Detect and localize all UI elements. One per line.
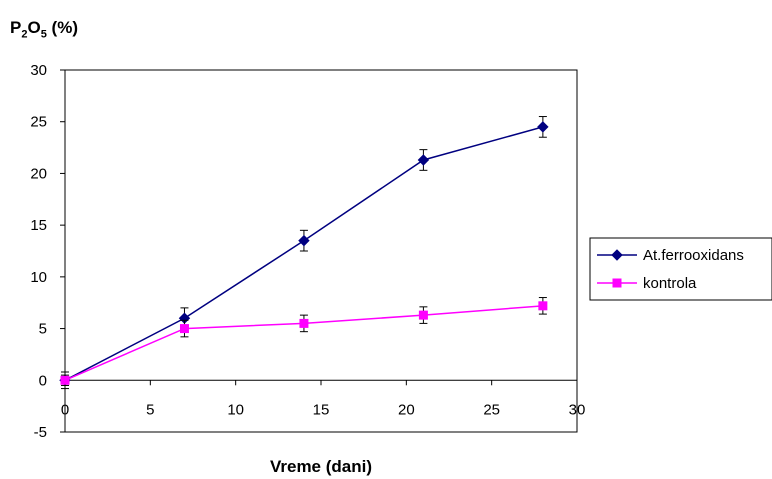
data-point: [418, 310, 428, 320]
x-tick-label: 20: [398, 401, 415, 418]
series-2: [60, 297, 548, 386]
x-tick-label: 15: [313, 401, 330, 418]
y-tick-label: 15: [30, 217, 47, 234]
data-point: [417, 154, 430, 166]
legend-box: [589, 237, 772, 301]
plot-area: [64, 69, 578, 433]
x-axis-label: Vreme (dani): [270, 457, 372, 476]
y-tick-label: 20: [30, 165, 47, 182]
y-tick-label: 5: [39, 321, 47, 338]
data-point: [537, 121, 549, 133]
legend-label: kontrola: [643, 275, 697, 292]
x-tick-label: 30: [569, 401, 586, 418]
y-tick-label: 0: [39, 372, 47, 389]
x-tick-label: 0: [61, 401, 69, 418]
x-tick-label: 25: [483, 401, 500, 418]
data-point: [538, 301, 548, 311]
x-tick-label: 5: [146, 401, 154, 418]
series-layer: [59, 116, 549, 390]
data-point: [299, 318, 309, 328]
data-point: [60, 375, 70, 385]
y-tick-label: 30: [30, 62, 47, 79]
legend: At.ferrooxidans kontrola: [589, 237, 772, 301]
y-ticks: -5 0 5 10 15 20 25 30: [30, 62, 65, 441]
legend-marker: [611, 249, 623, 261]
y-tick-label: 10: [30, 269, 47, 286]
data-point: [179, 324, 189, 334]
x-ticks: 0 5 10 15 20 25 30: [61, 380, 586, 418]
y-axis-label: P2O5 (%): [10, 18, 78, 41]
y-tick-label: 25: [30, 114, 47, 131]
legend-label: At.ferrooxidans: [643, 247, 744, 264]
data-point: [298, 234, 310, 247]
x-tick-label: 10: [227, 401, 244, 418]
y-tick-label: -5: [34, 424, 47, 441]
legend-marker: [612, 278, 622, 288]
